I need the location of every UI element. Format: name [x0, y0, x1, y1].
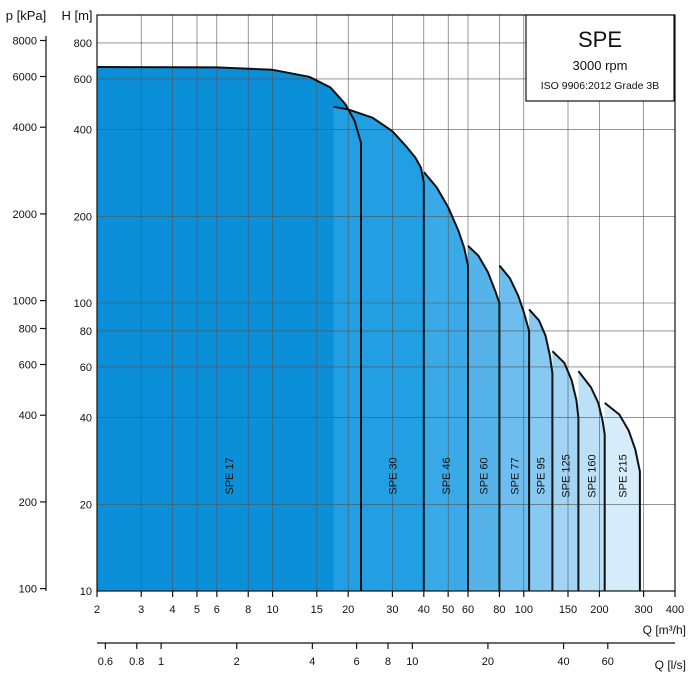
label-spe-215: SPE 215 [617, 454, 629, 497]
p-tick-label: 8000 [13, 36, 37, 48]
performance-outlines [96, 66, 641, 591]
label-spe-46: SPE 46 [441, 457, 453, 494]
p-tick-label: 600 [19, 359, 37, 371]
x-tick-label: 50 [442, 604, 454, 616]
curve-spe-46 [423, 171, 469, 591]
y-tick-label: 600 [74, 74, 92, 86]
area-spe-30 [333, 106, 424, 592]
area-spe-125 [552, 351, 579, 591]
label-spe-17: SPE 17 [224, 457, 236, 494]
curve-spe-60 [467, 245, 501, 591]
grid [96, 15, 676, 592]
curve-spe-215 [604, 402, 641, 591]
p-tick-label: 4000 [13, 122, 37, 134]
x-tick-label: 60 [462, 604, 474, 616]
area-spe-77 [499, 265, 530, 591]
area-spe-95 [529, 309, 553, 591]
curve-spe-95 [528, 308, 554, 591]
x2-tick-label: 8 [385, 656, 391, 668]
x-tick-label: 150 [559, 604, 577, 616]
p-tick-label: 400 [19, 410, 37, 422]
x-tick-label: 80 [493, 604, 505, 616]
x2-tick-label: 20 [482, 656, 494, 668]
x-tick-label: 200 [590, 604, 608, 616]
axes: 2 3 4 5 6 8 10 15 20 30 40 50 60 80 100 150 200 300 400 0.6… [13, 14, 684, 668]
x2-tick-label: 0.8 [129, 656, 144, 668]
x2-tick-label: 60 [602, 656, 614, 668]
x-tick-label: 3 [138, 604, 144, 616]
curve-spe-160 [577, 370, 606, 591]
x-tick-label: 40 [418, 604, 430, 616]
x2-tick-label: 2 [234, 656, 240, 668]
chart-standard: ISO 9906:2012 Grade 3B [541, 80, 660, 92]
x-tick-label: 20 [342, 604, 354, 616]
p-tick-label: 2000 [13, 209, 37, 221]
x-tick-label: 10 [266, 604, 278, 616]
y-tick-label: 60 [80, 362, 92, 374]
x-axis-title-m3h: Q [m³/h] [643, 623, 686, 637]
label-spe-60: SPE 60 [479, 457, 491, 494]
curve-spe-17 [96, 66, 362, 591]
y-axis-title-h-symbol: H [m] [61, 8, 92, 23]
area-spe-60 [468, 245, 500, 592]
label-spe-125: SPE 125 [560, 454, 572, 497]
label-spe-160: SPE 160 [587, 454, 599, 497]
curve-spe-30 [333, 105, 425, 591]
x2-tick-label: 0.6 [98, 656, 113, 668]
y-axis-title-p-symbol: p [kPa] [6, 8, 46, 23]
y-tick-label: 10 [80, 586, 92, 598]
x-tick-label: 6 [214, 604, 220, 616]
plot-frame [96, 14, 676, 592]
area-spe-17 [97, 67, 361, 591]
y-tick-label: 80 [80, 326, 92, 338]
p-tick-label: 100 [19, 584, 37, 596]
title-box: SPE 3000 rpm ISO 9906:2012 Grade 3B [525, 14, 675, 102]
performance-areas [97, 67, 640, 592]
model-labels: SPE 17 SPE 30 SPE 46 SPE 60 SPE 77 SPE 95 SPE … [224, 454, 629, 497]
x2-tick-label: 6 [354, 656, 360, 668]
p-tick-label: 6000 [13, 71, 37, 83]
chart-subtitle: 3000 rpm [573, 58, 628, 73]
x2-tick-label: 1 [158, 656, 164, 668]
x-tick-label: 15 [311, 604, 323, 616]
x-tick-label: 30 [386, 604, 398, 616]
x-tick-label: 5 [194, 604, 200, 616]
label-spe-95: SPE 95 [536, 457, 548, 494]
curve-spe-125 [551, 350, 580, 591]
chart-title: SPE [578, 27, 622, 52]
y-tick-label: 800 [74, 38, 92, 50]
y-tick-label: 40 [80, 413, 92, 425]
title-box-frame [525, 14, 675, 102]
y-tick-label: 100 [74, 298, 92, 310]
p-tick-label: 800 [19, 324, 37, 336]
x-tick-label: 4 [170, 604, 176, 616]
area-spe-215 [604, 402, 640, 591]
p-tick-label: 1000 [13, 296, 37, 308]
x2-tick-label: 10 [406, 656, 418, 668]
x-tick-label: 300 [634, 604, 652, 616]
y-tick-label: 400 [74, 125, 92, 137]
x-tick-label: 2 [94, 604, 100, 616]
x-tick-label: 100 [515, 604, 533, 616]
x2-tick-label: 40 [557, 656, 569, 668]
x-tick-label: 400 [666, 604, 684, 616]
area-spe-46 [423, 172, 468, 591]
label-spe-77: SPE 77 [509, 457, 521, 494]
x2-tick-label: 4 [309, 656, 315, 668]
area-spe-160 [578, 371, 605, 591]
y-tick-label: 20 [80, 499, 92, 511]
p-tick-label: 200 [19, 497, 37, 509]
y-tick-label: 200 [74, 211, 92, 223]
label-spe-30: SPE 30 [387, 457, 399, 494]
x-axis-title-ls: Q [l/s] [655, 658, 686, 672]
x-tick-label: 8 [245, 604, 251, 616]
curve-spe-77 [498, 264, 531, 591]
